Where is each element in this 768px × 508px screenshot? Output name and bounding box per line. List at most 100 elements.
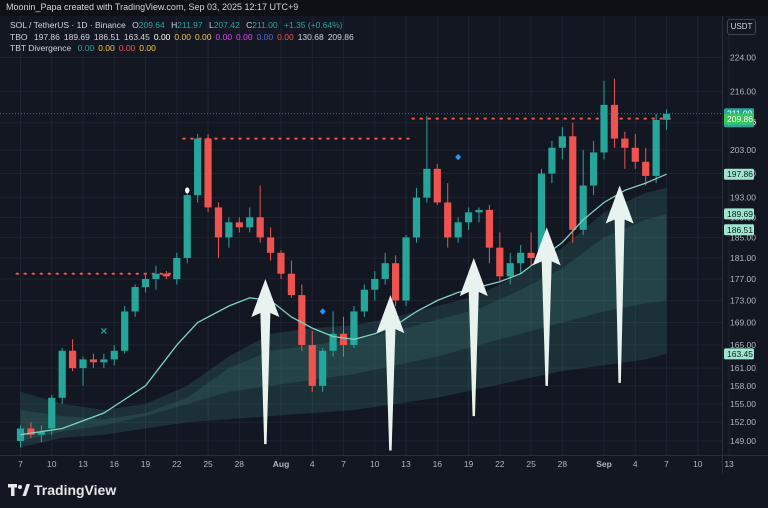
candle-down bbox=[444, 183, 452, 248]
candle-body bbox=[558, 136, 566, 148]
candle-body bbox=[79, 359, 87, 369]
legend-tbo[interactable]: TBO 197.86 189.69 186.51 163.45 0.00 0.00 0.00… bbox=[10, 32, 358, 42]
price-axis-label-bg bbox=[724, 208, 754, 220]
candle-body bbox=[69, 350, 77, 369]
candle-down bbox=[287, 260, 296, 298]
legend-high: H211.97 bbox=[171, 20, 203, 30]
legend-tbo-value: 0.00 bbox=[236, 32, 253, 42]
candle-down bbox=[485, 204, 493, 264]
signal-diamond-marker bbox=[319, 308, 326, 315]
time-tick-label: 4 bbox=[310, 459, 315, 469]
legend-open: O209.64 bbox=[132, 20, 165, 30]
candle-body bbox=[173, 257, 181, 280]
time-tick-label: 19 bbox=[141, 459, 151, 469]
legend-tbo-value: 0.00 bbox=[215, 32, 233, 42]
legend-tbt[interactable]: TBT Divergence 0.00 0.00 0.00 0.00 bbox=[10, 43, 160, 53]
candle-up bbox=[194, 134, 202, 203]
price-axis-label: 186.51 bbox=[724, 224, 754, 236]
candle-body bbox=[631, 147, 639, 162]
price-axis-label: 189.69 bbox=[724, 208, 754, 220]
time-tick-label: 13 bbox=[724, 459, 734, 469]
price-axis-label-value: 186.51 bbox=[727, 225, 753, 235]
candle-body bbox=[246, 217, 254, 228]
candle-body bbox=[590, 152, 598, 186]
time-tick-label: 16 bbox=[110, 459, 120, 469]
time-tick-label: 22 bbox=[172, 459, 182, 469]
grid-lines bbox=[0, 16, 730, 455]
candle-down bbox=[569, 122, 577, 243]
credit-bar: Moonin_Papa created with TradingView.com… bbox=[0, 0, 768, 16]
legend-tbo-value: 0.00 bbox=[256, 32, 274, 42]
candle-down bbox=[392, 255, 400, 306]
candle-down bbox=[610, 78, 619, 148]
candle-body bbox=[194, 138, 202, 196]
candle-up bbox=[506, 252, 514, 285]
candle-body bbox=[444, 202, 452, 238]
candle-body bbox=[329, 333, 337, 351]
candle-body bbox=[121, 311, 129, 351]
price-axis-label-value: 163.45 bbox=[727, 349, 753, 359]
candle-up bbox=[423, 115, 431, 203]
time-tick-label: 10 bbox=[693, 459, 703, 469]
candle-body bbox=[266, 237, 275, 253]
candle-body bbox=[610, 104, 619, 139]
candle-body bbox=[89, 359, 98, 363]
price-axis-label-bg bbox=[724, 224, 754, 236]
candle-down bbox=[308, 330, 316, 392]
candle-down bbox=[339, 316, 348, 357]
time-tick-label: 7 bbox=[18, 459, 23, 469]
up-arrow-annotation bbox=[532, 227, 561, 386]
candle-down bbox=[298, 284, 306, 351]
signal-x-stroke bbox=[100, 327, 107, 334]
signal-diamond-marker bbox=[455, 153, 462, 161]
legend-symbol: SOL / TetherUS · 1D · Binance bbox=[10, 20, 126, 30]
candle-body bbox=[537, 173, 546, 258]
price-axis-label: 197.86 bbox=[724, 168, 754, 180]
candle-down bbox=[89, 353, 98, 369]
price-tick-label: 158.00 bbox=[730, 381, 756, 391]
candle-up bbox=[381, 252, 389, 285]
candle-body bbox=[433, 168, 441, 203]
candle-body bbox=[621, 138, 629, 148]
candle-body bbox=[214, 207, 223, 238]
candle-down bbox=[214, 202, 223, 258]
candle-up bbox=[371, 271, 379, 301]
candle-up bbox=[121, 305, 129, 354]
candle-body bbox=[204, 138, 212, 208]
time-tick-label: 25 bbox=[526, 459, 536, 469]
price-tick-label: 173.00 bbox=[730, 296, 756, 306]
legend-tbo-value: 0.00 bbox=[174, 32, 191, 42]
candle-up bbox=[558, 127, 566, 160]
candle-body bbox=[496, 247, 504, 277]
candle-body bbox=[319, 350, 327, 386]
candle-up bbox=[590, 140, 598, 196]
price-tick-label: 165.00 bbox=[730, 340, 756, 350]
credit-text: Moonin_Papa created with TradingView.com… bbox=[6, 2, 299, 12]
legend-tbt-value: 0.00 bbox=[77, 43, 95, 53]
candle-up bbox=[37, 425, 45, 443]
legend-main[interactable]: SOL / TetherUS · 1D · Binance O209.64 H2… bbox=[10, 20, 347, 30]
candle-body bbox=[485, 209, 493, 248]
candle-body bbox=[152, 273, 160, 280]
tbo-band-1 bbox=[20, 213, 667, 441]
tradingview-logo[interactable]: TradingView bbox=[8, 482, 116, 498]
footer bbox=[0, 473, 768, 508]
price-tick-label: 169.00 bbox=[730, 318, 756, 328]
legend-tbt-name: TBT Divergence bbox=[10, 43, 72, 53]
candle-down bbox=[277, 250, 285, 280]
candle-body bbox=[475, 209, 483, 213]
candle-up bbox=[100, 353, 108, 369]
candle-down bbox=[642, 147, 650, 186]
time-tick-label: 10 bbox=[47, 459, 57, 469]
candle-body bbox=[27, 428, 35, 435]
candle-down bbox=[235, 217, 243, 233]
candle-up bbox=[517, 245, 525, 274]
up-arrow-annotation bbox=[251, 279, 280, 445]
time-tick-label: 13 bbox=[78, 459, 88, 469]
candle-body bbox=[131, 287, 139, 312]
candle-down bbox=[266, 227, 275, 261]
currency-button[interactable]: USDT bbox=[727, 19, 756, 35]
price-tick-label: 185.00 bbox=[730, 232, 756, 242]
price-axis-label-bg bbox=[724, 168, 754, 180]
